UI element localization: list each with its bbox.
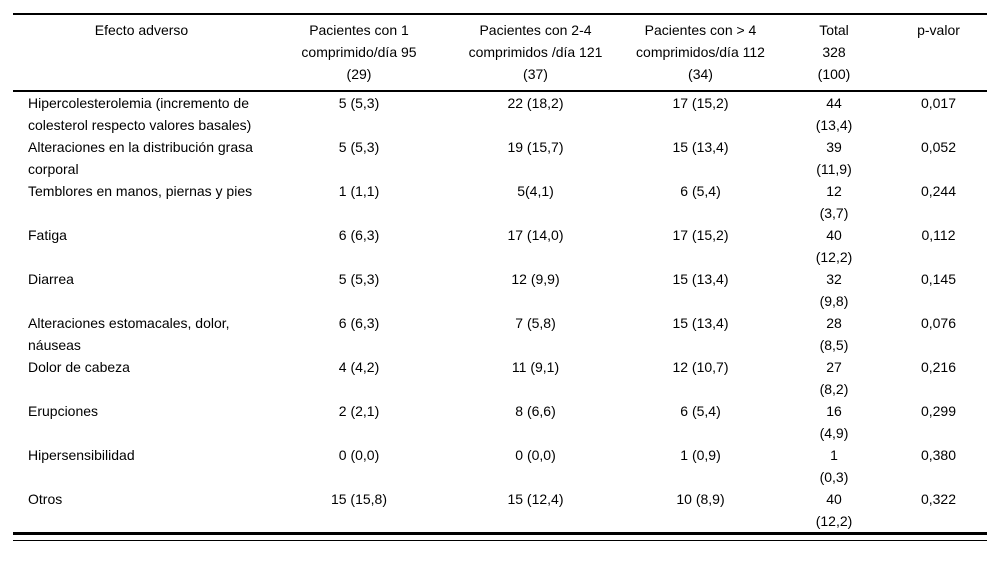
cell-col2: 15 (12,4)	[507, 491, 564, 507]
cell-col2: 11 (9,1)	[511, 359, 560, 375]
cell-total: 40 (12,2)	[815, 227, 853, 265]
column-header-col3: Pacientes con > 4 comprimidos/día 112 (3…	[636, 22, 765, 82]
cell-effect: Dolor de cabeza	[28, 359, 130, 375]
cell-total: 32 (9,8)	[819, 271, 849, 309]
table-header: Efecto adverso Pacientes con 1 comprimido…	[13, 14, 987, 91]
cell-total: 44 (13,4)	[815, 95, 853, 133]
cell-col3: 10 (8,9)	[676, 491, 725, 507]
cell-col1: 4 (4,2)	[338, 359, 380, 375]
cell-total: 27 (8,2)	[819, 359, 849, 397]
cell-total: 28 (8,5)	[819, 315, 849, 353]
cell-col2: 5(4,1)	[517, 183, 554, 199]
cell-col3: 15 (13,4)	[672, 139, 729, 155]
cell-pvalue: 0,380	[920, 447, 957, 463]
cell-col1: 5 (5,3)	[338, 271, 380, 287]
cell-col1: 5 (5,3)	[338, 95, 380, 111]
cell-col3: 6 (5,4)	[680, 183, 721, 199]
cell-effect: Temblores en manos, piernas y pies	[28, 183, 253, 199]
cell-col1: 6 (6,3)	[338, 227, 380, 243]
cell-col2: 8 (6,6)	[515, 403, 556, 419]
table-row: Hipercolesterolemia (incremento de coles…	[13, 91, 987, 136]
cell-col3: 17 (15,2)	[672, 95, 729, 111]
column-header-col2: Pacientes con 2-4 comprimidos /día 121 (…	[468, 22, 603, 82]
cell-col2: 12 (9,9)	[511, 271, 560, 287]
cell-effect: Fatiga	[28, 227, 67, 243]
cell-pvalue: 0,322	[920, 491, 957, 507]
table-row: Fatiga 6 (6,3) 17 (14,0) 17 (15,2) 40 (12,2)…	[13, 224, 987, 268]
cell-col3: 15 (13,4)	[672, 271, 729, 287]
cell-col2: 0 (0,0)	[515, 447, 556, 463]
cell-total: 12 (3,7)	[819, 183, 849, 221]
cell-pvalue: 0,145	[920, 271, 957, 287]
cell-col1: 5 (5,3)	[338, 139, 380, 155]
column-header-col1: Pacientes con 1 comprimido/día 95 (29)	[301, 22, 417, 82]
table-row: Hipersensibilidad 0 (0,0) 0 (0,0) 1 (0,9) 1 …	[13, 444, 987, 488]
cell-effect: Diarrea	[28, 271, 74, 287]
cell-col2: 19 (15,7)	[507, 139, 564, 155]
cell-effect: Otros	[28, 491, 63, 507]
cell-pvalue: 0,244	[920, 183, 957, 199]
cell-col1: 0 (0,0)	[338, 447, 380, 463]
cell-col1: 1 (1,1)	[338, 183, 380, 199]
cell-col3: 6 (5,4)	[680, 403, 721, 419]
table-row: Diarrea 5 (5,3) 12 (9,9) 15 (13,4) 32 (9,8) 0…	[13, 268, 987, 312]
adverse-effects-document: Efecto adverso Pacientes con 1 comprimido…	[13, 13, 987, 541]
cell-effect: Erupciones	[28, 403, 99, 419]
cell-effect: Hipercolesterolemia (incremento de coles…	[28, 95, 252, 133]
table-row: Alteraciones estomacales, dolor, náuseas…	[13, 312, 987, 356]
cell-col3: 12 (10,7)	[672, 359, 729, 375]
cell-col2: 7 (5,8)	[515, 315, 556, 331]
cell-effect: Alteraciones en la distribución grasa co…	[28, 139, 253, 177]
cell-total: 16 (4,9)	[819, 403, 849, 441]
cell-pvalue: 0,299	[920, 403, 957, 419]
column-header-effect: Efecto adverso	[94, 22, 189, 38]
cell-pvalue: 0,017	[920, 95, 957, 111]
adverse-effects-table: Efecto adverso Pacientes con 1 comprimido…	[13, 13, 987, 535]
cell-pvalue: 0,076	[920, 315, 957, 331]
cell-col1: 15 (15,8)	[330, 491, 388, 507]
bottom-rule	[13, 540, 987, 541]
table-row: Temblores en manos, piernas y pies 1 (1,1…	[13, 180, 987, 224]
column-header-pvalue: p-valor	[917, 22, 960, 38]
column-header-total: Total 328 (100)	[817, 22, 851, 82]
table-row: Otros 15 (15,8) 15 (12,4) 10 (8,9) 40 (12,2)…	[13, 488, 987, 534]
cell-total: 1 (0,3)	[819, 447, 849, 485]
cell-col2: 17 (14,0)	[507, 227, 564, 243]
cell-col2: 22 (18,2)	[507, 95, 564, 111]
table-body: Hipercolesterolemia (incremento de coles…	[13, 91, 987, 534]
cell-pvalue: 0,112	[921, 227, 956, 243]
cell-pvalue: 0,216	[920, 359, 957, 375]
cell-col3: 17 (15,2)	[672, 227, 729, 243]
header-row: Efecto adverso Pacientes con 1 comprimido…	[13, 14, 987, 91]
table-row: Erupciones 2 (2,1) 8 (6,6) 6 (5,4) 16 (4,9) 0…	[13, 400, 987, 444]
table-row: Dolor de cabeza 4 (4,2) 11 (9,1) 12 (10,7) 2…	[13, 356, 987, 400]
cell-col1: 6 (6,3)	[338, 315, 380, 331]
cell-col1: 2 (2,1)	[338, 403, 380, 419]
cell-effect: Hipersensibilidad	[28, 447, 135, 463]
cell-pvalue: 0,052	[920, 139, 957, 155]
cell-total: 39 (11,9)	[816, 139, 852, 177]
cell-effect: Alteraciones estomacales, dolor, náuseas	[28, 315, 230, 353]
cell-col3: 15 (13,4)	[672, 315, 729, 331]
cell-col3: 1 (0,9)	[680, 447, 721, 463]
cell-total: 40 (12,2)	[815, 491, 853, 529]
table-row: Alteraciones en la distribución grasa co…	[13, 136, 987, 180]
